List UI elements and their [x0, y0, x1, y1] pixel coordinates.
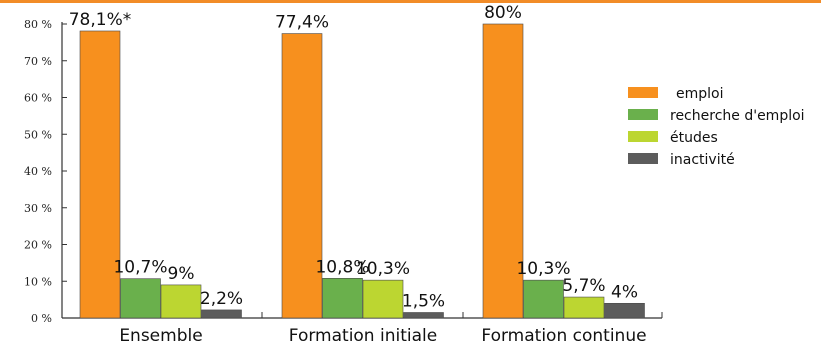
legend-swatch: [628, 153, 658, 164]
bar-recherchedemploi: [120, 278, 161, 319]
bar-tudes: [563, 296, 605, 319]
y-tick-label: 20 %: [24, 239, 52, 252]
bar-inactivit: [403, 312, 444, 319]
legend-label: études: [670, 130, 718, 146]
bar-emploi: [482, 23, 524, 319]
data-label: 9%: [168, 264, 195, 284]
data-label: 1,5%: [402, 291, 445, 311]
data-label: 10,7%: [113, 258, 167, 278]
legend-swatch: [628, 87, 658, 98]
category-label: Formation continue: [481, 326, 646, 346]
data-labels: 78,1%*10,7% 9%2,2%77,4%10,8%10,3%1,5%80%1…: [69, 3, 638, 311]
legend-swatch: [628, 109, 658, 120]
data-label: 10,3%: [516, 259, 570, 279]
data-label: 5,7%: [562, 276, 605, 296]
bar-emploi: [281, 33, 323, 319]
y-tick-label: 60 %: [24, 92, 52, 105]
legend-label: recherche d'emploi: [670, 108, 805, 124]
data-label: 78,1%*: [69, 10, 132, 30]
data-label: 10,3%: [356, 259, 410, 279]
y-tick-label: 0 %: [31, 312, 52, 325]
data-label: 10,8%: [315, 257, 369, 277]
data-label: 80%: [484, 3, 522, 23]
y-tick-label: 70 %: [24, 55, 52, 68]
y-tick-label: 40 %: [24, 165, 52, 178]
category-label: Ensemble: [119, 326, 202, 346]
category-label: Formation initiale: [289, 326, 437, 346]
data-label: 2,2%: [200, 289, 243, 309]
y-tick-label: 50 %: [24, 128, 52, 141]
top-accent-line: [0, 0, 821, 3]
data-label: 77,4%: [275, 13, 329, 33]
y-tick-label: 10 %: [24, 275, 52, 288]
bar-tudes: [362, 279, 404, 319]
axes: 0 % 10 % 20 % 30 % 40 % 50 % 60 % 70 % 80 % Ensem…: [24, 18, 663, 346]
bar-recherchedemploi: [322, 278, 363, 319]
bar-tudes: [160, 284, 202, 319]
bar-emploi: [79, 30, 121, 319]
bar-recherchedemploi: [523, 279, 564, 319]
y-tick-label: 30 %: [24, 202, 52, 215]
legend-swatch: [628, 131, 658, 142]
bars: [79, 23, 645, 319]
bar-inactivit: [201, 309, 242, 319]
legend: emploi recherche d'emploi études inactivité: [628, 86, 805, 168]
y-tick-label: 80 %: [24, 18, 52, 31]
legend-label: inactivité: [670, 152, 735, 168]
data-label: 4%: [611, 282, 638, 302]
legend-label: emploi: [676, 86, 723, 102]
bar-inactivit: [604, 302, 645, 319]
